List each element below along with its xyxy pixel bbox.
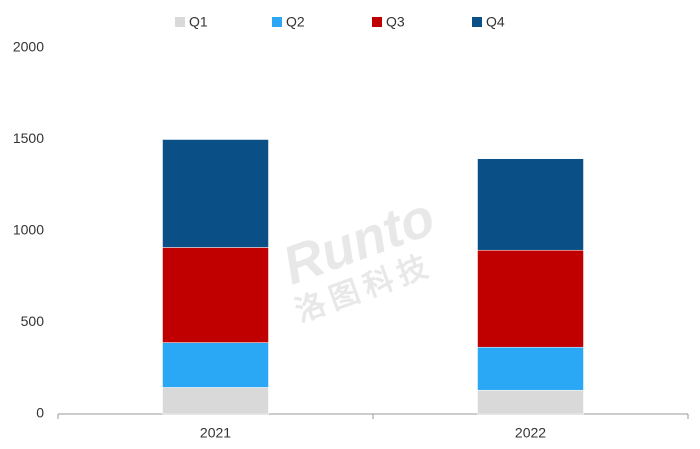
legend-label: Q4 <box>486 14 505 30</box>
bar-segment <box>162 342 269 388</box>
legend-label: Q1 <box>189 14 208 30</box>
bar-segment <box>162 139 269 248</box>
bar-segment <box>477 389 584 415</box>
x-tick-label: 2022 <box>515 425 546 441</box>
bar-segment <box>162 387 269 415</box>
y-tick-label: 2000 <box>13 39 44 55</box>
bar-segment <box>162 247 269 343</box>
y-tick-label: 1500 <box>13 130 44 146</box>
y-tick-label: 500 <box>21 313 45 329</box>
y-tick-label: 1000 <box>13 222 44 238</box>
legend-swatch <box>175 17 185 27</box>
legend-label: Q2 <box>286 14 305 30</box>
legend-label: Q3 <box>386 14 405 30</box>
y-tick-label: 0 <box>36 405 44 421</box>
legend-swatch <box>272 17 282 27</box>
bar-segment <box>477 249 584 348</box>
legend-swatch <box>472 17 482 27</box>
bar-segment <box>477 346 584 391</box>
x-tick-label: 2021 <box>200 425 231 441</box>
bar-segment <box>477 158 584 251</box>
legend-swatch <box>372 17 382 27</box>
